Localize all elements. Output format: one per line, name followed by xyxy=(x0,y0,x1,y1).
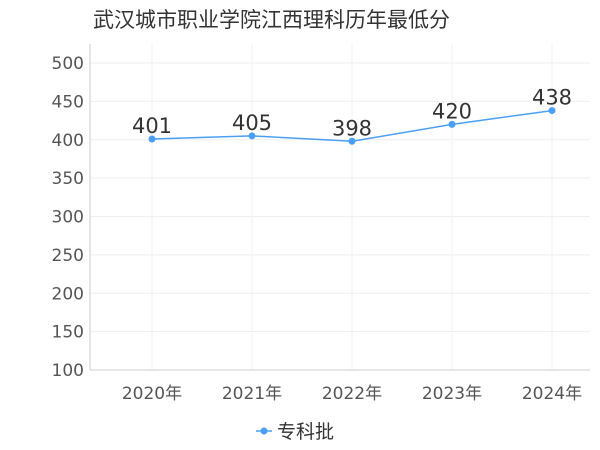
x-tick-label: 2022年 xyxy=(322,384,382,404)
y-tick-label: 500 xyxy=(52,54,84,74)
x-tick-label: 2021年 xyxy=(222,384,282,404)
x-tick-label: 2020年 xyxy=(122,384,182,404)
legend-marker xyxy=(260,427,268,435)
data-label: 438 xyxy=(532,86,572,110)
data-point[interactable] xyxy=(348,137,356,145)
y-tick-label: 200 xyxy=(52,284,84,304)
chart-title: 武汉城市职业学院江西理科历年最低分 xyxy=(93,8,450,32)
data-label: 401 xyxy=(132,114,172,138)
y-tick-label: 400 xyxy=(52,131,84,151)
data-point[interactable] xyxy=(448,120,456,128)
data-point[interactable] xyxy=(148,135,156,143)
axes xyxy=(89,44,590,371)
data-labels: 401 405 398 420 438 xyxy=(132,86,572,141)
data-label: 398 xyxy=(332,116,372,140)
y-tick-label: 150 xyxy=(52,323,84,343)
legend[interactable]: 专科批 xyxy=(256,421,334,443)
x-tick-label: 2023年 xyxy=(422,384,482,404)
data-point[interactable] xyxy=(548,107,556,115)
y-tick-label: 350 xyxy=(52,169,84,189)
tick-labels: 100 150 200 250 300 350 400 450 500 2020年 2021年 202… xyxy=(52,54,583,404)
x-tick-label: 2024年 xyxy=(522,384,582,404)
data-point[interactable] xyxy=(248,132,256,140)
series-layer xyxy=(148,107,556,145)
data-label: 405 xyxy=(232,111,272,135)
gridlines xyxy=(90,44,590,371)
y-tick-label: 100 xyxy=(52,361,84,381)
data-label: 420 xyxy=(432,99,472,123)
y-tick-label: 300 xyxy=(52,208,84,228)
legend-label: 专科批 xyxy=(277,421,334,443)
y-tick-label: 250 xyxy=(52,246,84,266)
y-tick-label: 450 xyxy=(52,92,84,112)
